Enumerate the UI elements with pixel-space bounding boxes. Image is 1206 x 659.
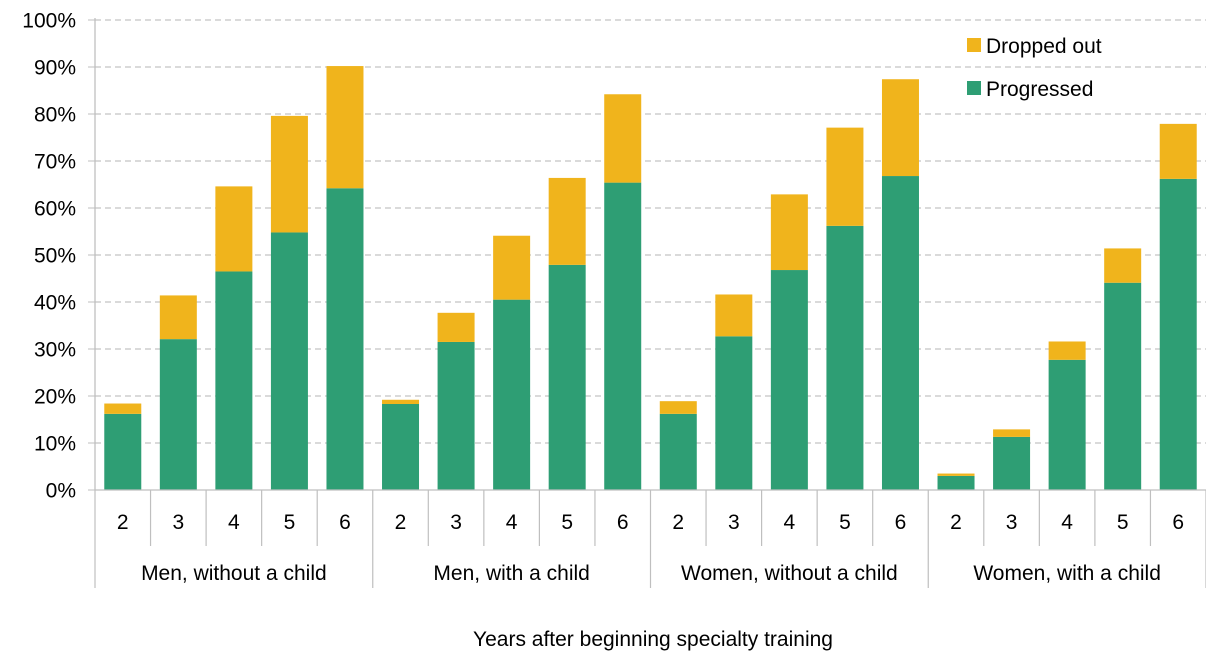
- group-label: Men, without a child: [141, 562, 327, 585]
- y-tick-label: 60%: [34, 198, 76, 221]
- x-tick-label: 5: [561, 511, 573, 534]
- bar-dropped-out: [826, 127, 864, 226]
- bar-dropped-out: [1104, 248, 1142, 283]
- y-tick-label: 50%: [34, 245, 76, 268]
- x-tick-label: 2: [395, 511, 407, 534]
- bar-progressed: [326, 188, 364, 490]
- bar-progressed: [881, 176, 919, 491]
- bar-progressed: [104, 413, 142, 490]
- bar-progressed: [382, 403, 420, 490]
- bar-dropped-out: [215, 186, 253, 272]
- y-axis-ticks: 0% 10% 20% 30% 40% 50% 60% 70% 80% 90% 100%: [22, 10, 95, 503]
- x-tick-label: 3: [172, 511, 184, 534]
- legend: Dropped out Progressed: [967, 35, 1102, 101]
- bar-progressed: [1048, 359, 1086, 490]
- x-tick-label: 4: [506, 511, 518, 534]
- bar-dropped-out: [770, 194, 808, 271]
- bar-dropped-out: [326, 66, 364, 189]
- bar-progressed: [826, 225, 864, 491]
- x-axis-title: Years after beginning specialty training: [473, 628, 833, 651]
- x-tick-label: 5: [284, 511, 296, 534]
- bar-dropped-out: [159, 295, 197, 340]
- x-tick-label: 2: [117, 511, 129, 534]
- bar-dropped-out: [382, 399, 420, 404]
- bar-progressed: [493, 299, 531, 490]
- bar-progressed: [937, 475, 975, 490]
- bar-progressed: [437, 341, 475, 490]
- bar-progressed: [604, 182, 642, 490]
- legend-swatch-dropped-out: [967, 38, 981, 52]
- bar-progressed: [548, 264, 586, 490]
- y-tick-label: 0%: [46, 480, 76, 503]
- bar-dropped-out: [659, 401, 697, 414]
- x-tick-label: 3: [728, 511, 740, 534]
- bar-dropped-out: [1048, 341, 1086, 360]
- x-tick-label: 3: [1006, 511, 1018, 534]
- bar-progressed: [1159, 178, 1197, 491]
- group-label: Women, with a child: [973, 562, 1161, 585]
- bar-progressed: [993, 436, 1031, 490]
- x-tick-label: 5: [1117, 511, 1129, 534]
- bar-dropped-out: [104, 403, 142, 414]
- x-tick-label: 4: [228, 511, 240, 534]
- x-tick-label: 6: [339, 511, 351, 534]
- legend-label: Progressed: [986, 78, 1093, 101]
- bar-dropped-out: [437, 312, 475, 342]
- bar-progressed: [159, 339, 197, 490]
- bar-dropped-out: [493, 235, 531, 300]
- bars: [104, 66, 1197, 491]
- bar-progressed: [1104, 282, 1142, 490]
- group-label: Women, without a child: [681, 562, 898, 585]
- x-tick-label: 2: [950, 511, 962, 534]
- bar-dropped-out: [993, 429, 1031, 437]
- x-tick-label: 4: [1061, 511, 1073, 534]
- bar-dropped-out: [270, 115, 308, 233]
- bar-dropped-out: [715, 294, 753, 337]
- x-axis-groups: Men, without a child Men, with a child Wom…: [141, 562, 1161, 585]
- bar-dropped-out: [604, 94, 642, 183]
- x-tick-label: 2: [672, 511, 684, 534]
- bar-progressed: [659, 413, 697, 490]
- bar-dropped-out: [881, 79, 919, 177]
- y-tick-label: 40%: [34, 292, 76, 315]
- y-tick-label: 100%: [22, 10, 76, 33]
- bar-dropped-out: [548, 177, 586, 265]
- x-tick-label: 6: [617, 511, 629, 534]
- x-axis-ticks: 2 3 4 5 6 2 3 4 5 6 2 3 4 5 6 2 3 4 5 6: [94, 490, 1206, 588]
- x-tick-label: 6: [895, 511, 907, 534]
- bar-dropped-out: [937, 473, 975, 476]
- bar-progressed: [715, 336, 753, 490]
- y-tick-label: 90%: [34, 57, 76, 80]
- legend-label: Dropped out: [986, 35, 1102, 58]
- bar-dropped-out: [1159, 123, 1197, 179]
- y-tick-label: 30%: [34, 339, 76, 362]
- legend-swatch-progressed: [967, 81, 981, 95]
- y-tick-label: 80%: [34, 104, 76, 127]
- x-tick-label: 5: [839, 511, 851, 534]
- y-tick-label: 20%: [34, 386, 76, 409]
- bar-progressed: [770, 270, 808, 490]
- y-tick-label: 10%: [34, 433, 76, 456]
- y-tick-label: 70%: [34, 151, 76, 174]
- x-tick-label: 3: [450, 511, 462, 534]
- bar-progressed: [215, 271, 253, 490]
- x-tick-label: 6: [1172, 511, 1184, 534]
- x-tick-label: 4: [784, 511, 796, 534]
- bar-progressed: [270, 232, 308, 490]
- group-label: Men, with a child: [433, 562, 589, 585]
